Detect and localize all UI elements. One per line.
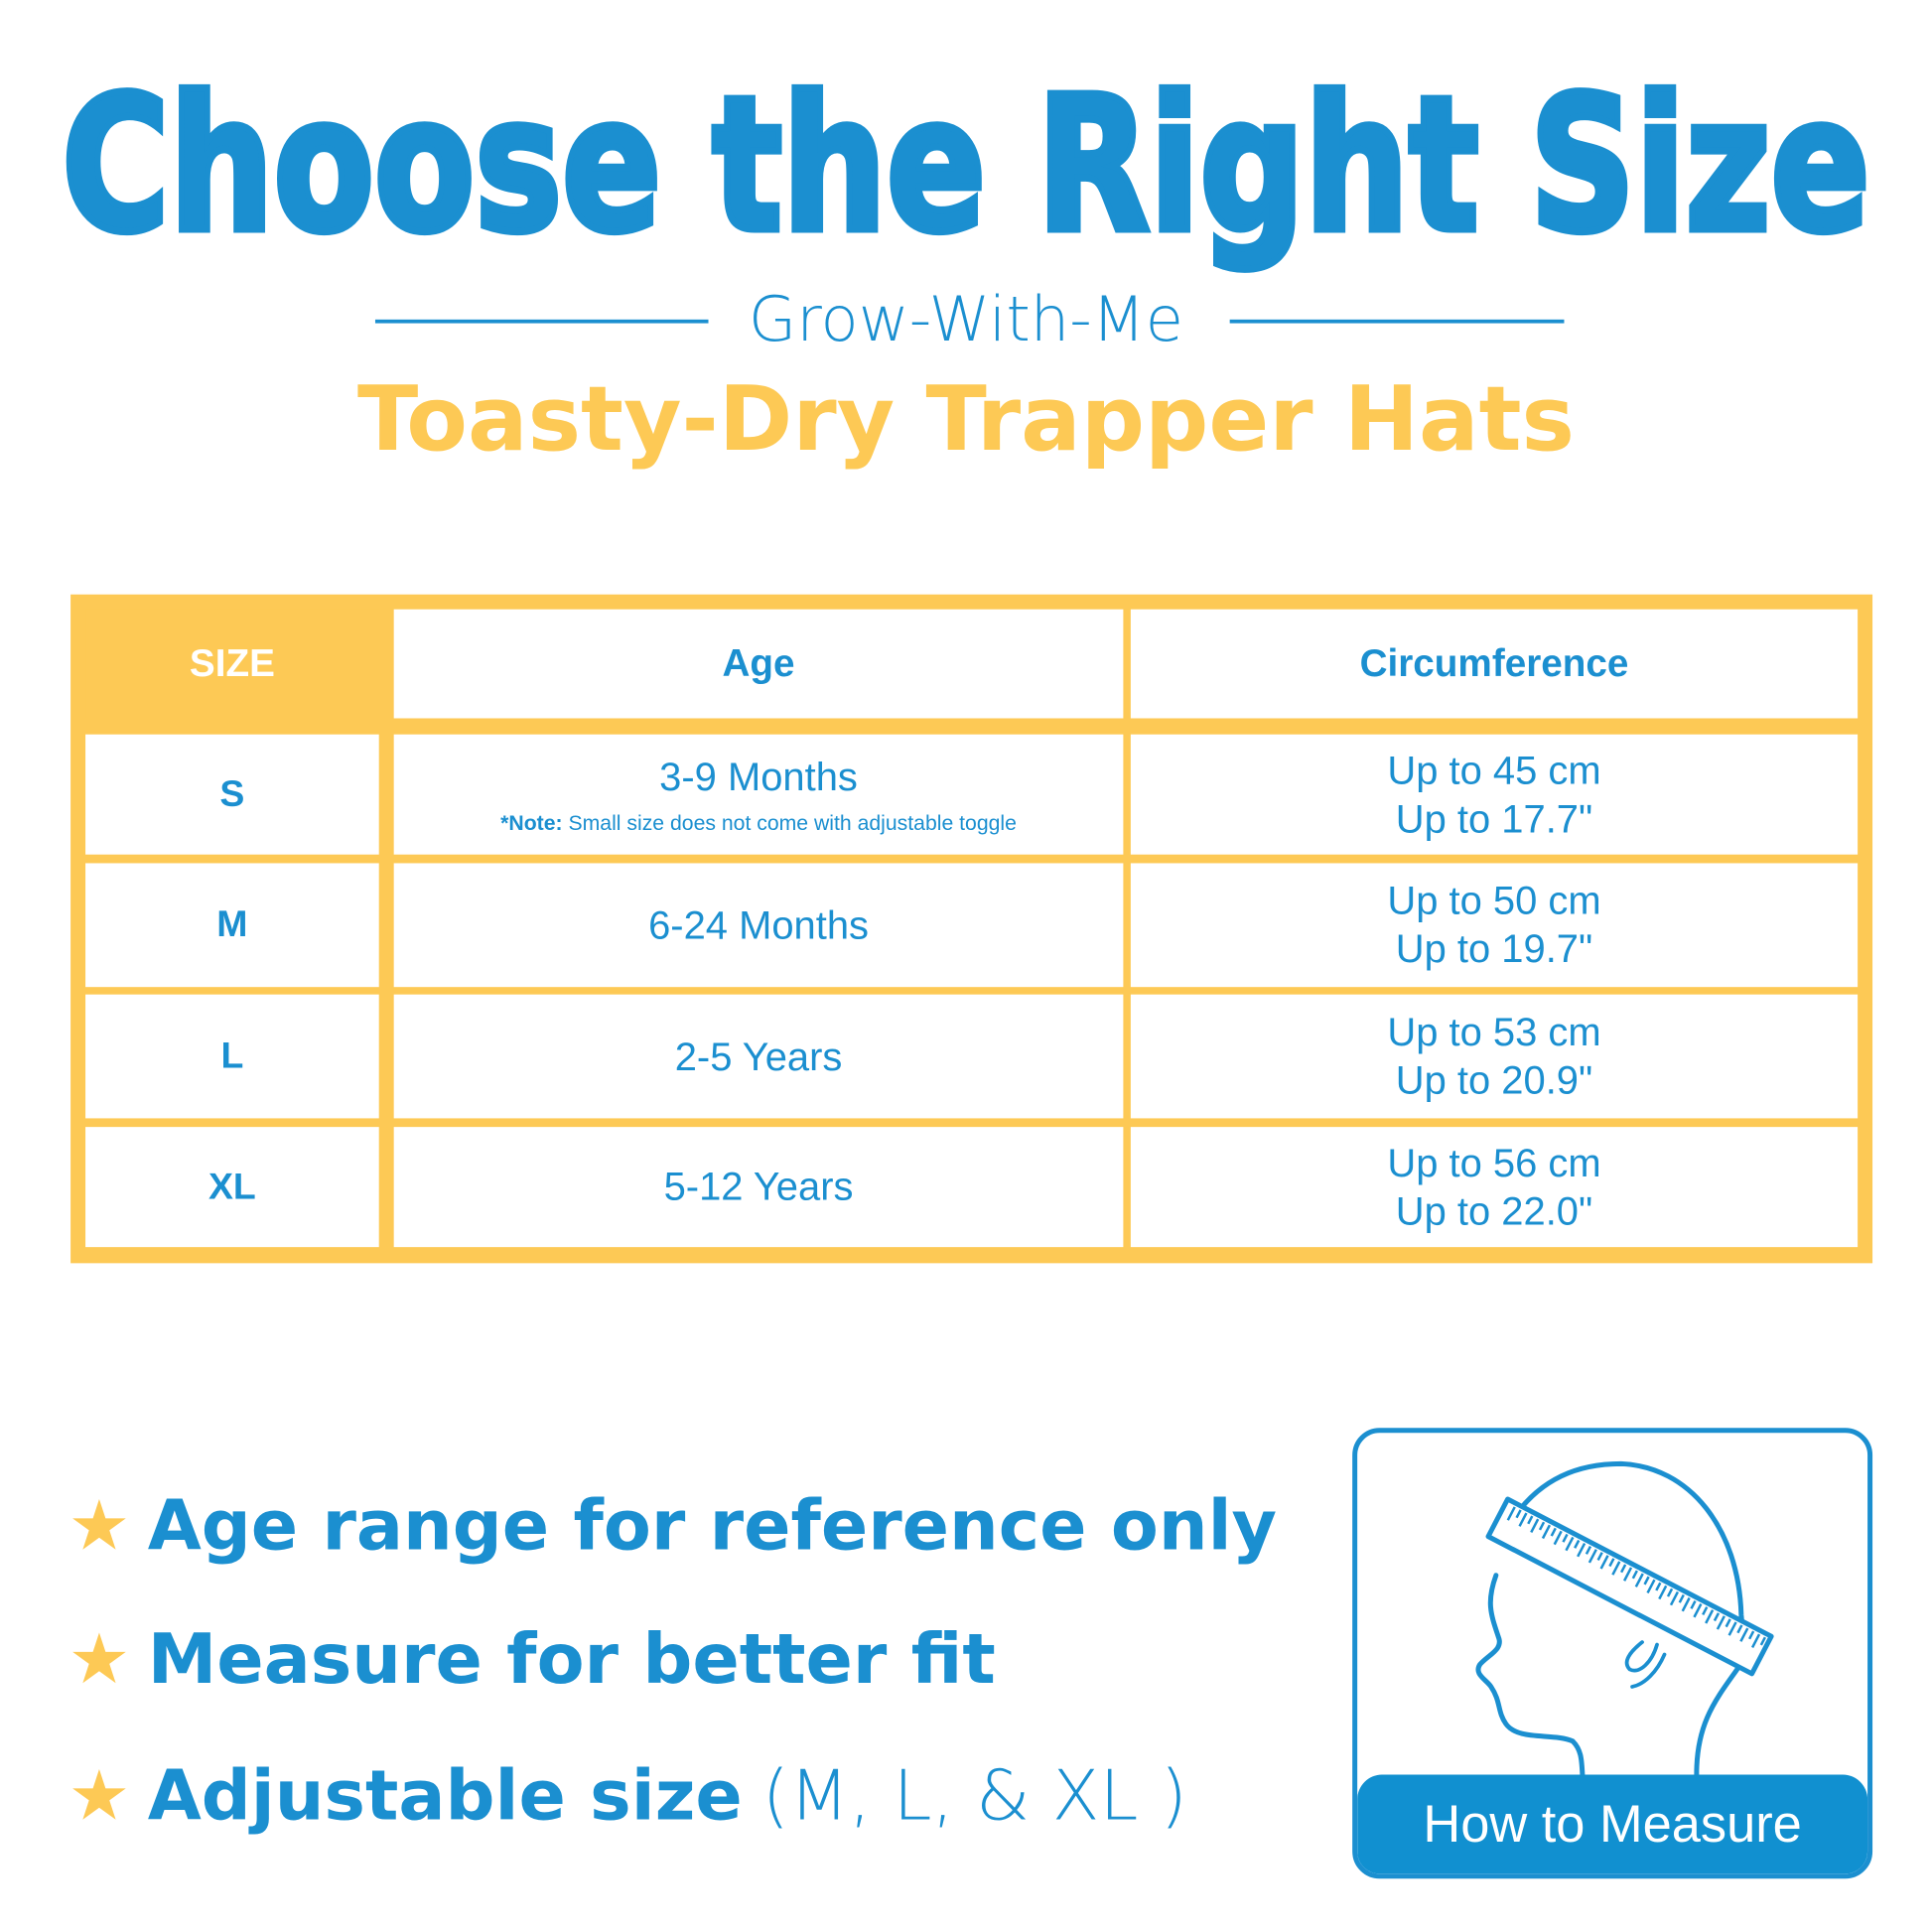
ruler-tick xyxy=(1608,1558,1615,1568)
ruler-tick xyxy=(1622,1567,1633,1582)
star-icon: ★ xyxy=(68,1485,131,1567)
divider-left xyxy=(374,319,709,324)
page-title: Choose the Right Size xyxy=(62,58,1869,274)
note-label: *Note: xyxy=(500,811,563,835)
ruler-tick xyxy=(1716,1615,1725,1630)
ruler-tick xyxy=(1620,1564,1627,1574)
ruler-tick xyxy=(1550,1527,1557,1537)
note-text: Small size does not come with adjustable… xyxy=(562,811,1017,835)
ruler-tick xyxy=(1515,1509,1522,1519)
age-value: 3-9 Months xyxy=(659,754,858,799)
age-cell: 3-9 Months *Note: Small size does not co… xyxy=(393,734,1124,855)
age-cell: 6-24 Months xyxy=(393,863,1124,988)
ruler-tick xyxy=(1562,1533,1569,1543)
star-icon: ★ xyxy=(68,1755,131,1837)
bullet-text: Adjustable size xyxy=(147,1755,743,1837)
inch-value: Up to 22.0" xyxy=(1395,1187,1593,1233)
bullet-item: ★ Age range for reference only xyxy=(69,1476,1277,1576)
ruler-tick xyxy=(1666,1587,1674,1597)
inch-value: Up to 19.7" xyxy=(1395,926,1593,971)
note: *Note: Small size does not come with adj… xyxy=(500,811,1017,836)
ruler-tick xyxy=(1518,1512,1528,1527)
subtitle: Grow-With-Me xyxy=(748,283,1183,356)
how-to-measure-card[interactable]: How to Measure xyxy=(1352,1428,1873,1879)
ruler-tick xyxy=(1577,1542,1587,1558)
how-to-measure-label: How to Measure xyxy=(1357,1774,1868,1874)
cm-value: Up to 56 cm xyxy=(1387,1140,1601,1185)
ruler-tick xyxy=(1506,1506,1516,1521)
cm-value: Up to 50 cm xyxy=(1387,878,1601,923)
ruler-tick xyxy=(1611,1561,1621,1576)
ruler-tick xyxy=(1538,1521,1546,1531)
ruler-tick xyxy=(1736,1624,1743,1634)
size-cell: XL xyxy=(85,1127,379,1248)
ruler-tick xyxy=(1565,1536,1575,1552)
ruler-tick xyxy=(1681,1596,1691,1612)
ruler-tick xyxy=(1585,1546,1592,1555)
ruler-tick xyxy=(1541,1524,1552,1540)
divider-right xyxy=(1229,319,1565,324)
inch-value: Up to 17.7" xyxy=(1395,795,1593,841)
bullet-item: ★ Adjustable size (M, L, & XL ) xyxy=(69,1746,1187,1846)
bullet-item: ★ Measure for better fit xyxy=(69,1610,996,1710)
ruler-tick xyxy=(1574,1539,1581,1549)
size-table: SIZE Age Circumference S 3-9 Months *Not… xyxy=(70,594,1873,1264)
ruler-tick xyxy=(1658,1585,1668,1600)
ruler-tick xyxy=(1750,1633,1761,1648)
ruler-tick xyxy=(1643,1576,1650,1586)
ruler-tick xyxy=(1725,1618,1731,1628)
inch-value: Up to 20.9" xyxy=(1395,1057,1593,1103)
cm-value: Up to 45 cm xyxy=(1387,747,1601,792)
ruler-tick xyxy=(1739,1627,1749,1642)
circumference-cell: Up to 50 cm Up to 19.7" xyxy=(1130,863,1859,988)
ruler-tick xyxy=(1678,1593,1685,1603)
ruler-tick xyxy=(1759,1636,1766,1646)
ruler-tick xyxy=(1690,1599,1697,1609)
ruler-tick xyxy=(1631,1570,1638,1580)
ruler-tick xyxy=(1646,1579,1656,1594)
ruler-tick xyxy=(1530,1518,1540,1533)
ruler-tick xyxy=(1599,1555,1609,1570)
age-cell: 2-5 Years xyxy=(393,994,1124,1119)
ruler-tick xyxy=(1693,1603,1703,1618)
ruler-tick xyxy=(1669,1590,1680,1606)
header-size: SIZE xyxy=(85,609,379,719)
bullet-extra: (M, L, & XL ) xyxy=(761,1755,1187,1837)
ruler-tick xyxy=(1702,1606,1709,1615)
header-circumference: Circumference xyxy=(1130,609,1859,719)
cm-value: Up to 53 cm xyxy=(1387,1009,1601,1054)
circumference-cell: Up to 56 cm Up to 22.0" xyxy=(1130,1127,1859,1248)
product-name: Toasty-Dry Trapper Hats xyxy=(356,366,1575,472)
page-title-wrap: Choose the Right Size xyxy=(59,54,1874,277)
size-cell: S xyxy=(85,734,379,855)
circumference-cell: Up to 53 cm Up to 20.9" xyxy=(1130,994,1859,1119)
size-cell: M xyxy=(85,863,379,988)
star-icon: ★ xyxy=(68,1618,131,1701)
circumference-cell: Up to 45 cm Up to 17.7" xyxy=(1130,734,1859,855)
header-age: Age xyxy=(393,609,1124,719)
ruler-tick xyxy=(1748,1630,1755,1640)
ruler-tick xyxy=(1727,1621,1737,1636)
bullet-text: Measure for better fit xyxy=(147,1618,996,1701)
ruler-tick xyxy=(1705,1609,1715,1624)
ruler-tick xyxy=(1713,1612,1721,1622)
ruler-tick xyxy=(1655,1582,1662,1591)
size-cell: L xyxy=(85,994,379,1119)
head-with-tape-measure-icon xyxy=(1475,1460,1774,1781)
ruler-tick xyxy=(1527,1515,1534,1525)
bullet-text: Age range for reference only xyxy=(147,1485,1278,1567)
ruler-tick xyxy=(1587,1549,1597,1564)
ruler-tick xyxy=(1634,1573,1644,1587)
ruler-tick xyxy=(1596,1552,1603,1562)
age-cell: 5-12 Years xyxy=(393,1127,1124,1248)
ruler-tick xyxy=(1553,1530,1563,1546)
